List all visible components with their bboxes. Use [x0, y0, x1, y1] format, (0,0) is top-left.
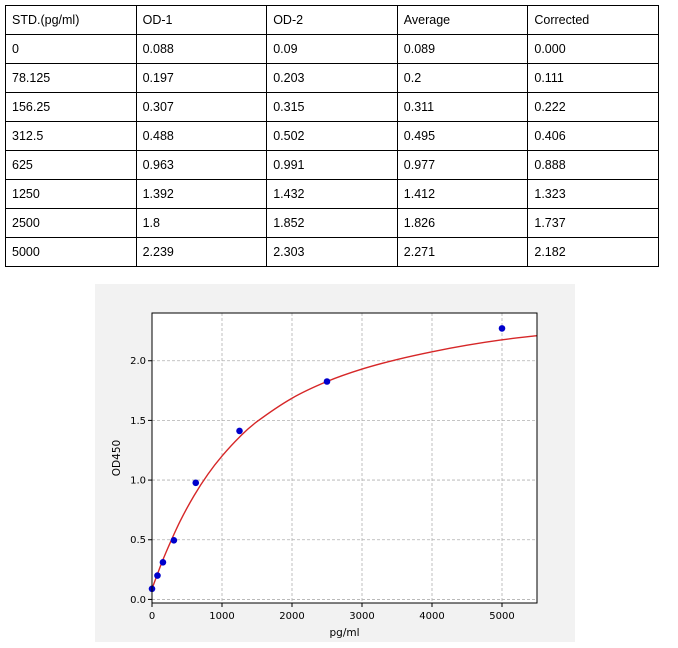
table-header-row: STD.(pg/ml) OD-1 OD-2 Average Corrected: [5, 5, 659, 35]
data-point: [498, 325, 506, 332]
data-point: [192, 479, 200, 487]
cell-od2: 1.852: [266, 208, 398, 238]
table-body: 0 0.088 0.09 0.089 0.000 78.125 0.197 0.203 0.2 0…: [5, 34, 659, 267]
y-tick-label: 2.0: [130, 356, 146, 367]
y-tick-label: 0.5: [130, 535, 146, 546]
table-row: 156.25 0.307 0.315 0.311 0.222: [5, 92, 659, 122]
table-row: 0 0.088 0.09 0.089 0.000: [5, 34, 659, 64]
y-tick-label: 1.0: [130, 476, 146, 487]
x-tick-label: 2000: [279, 611, 304, 622]
cell-average: 0.977: [396, 150, 529, 180]
x-tick-label: 0: [149, 611, 155, 622]
cell-std: 78.125: [5, 63, 137, 93]
cell-od2: 0.09: [266, 34, 398, 64]
cell-od2: 2.303: [266, 237, 398, 267]
cell-od2: 0.315: [266, 92, 398, 122]
plot-area: [152, 313, 537, 603]
cell-corrected: 1.323: [527, 179, 659, 209]
axis-ticks: 0 1000 2000 3000 4000 5000 0.0 0.5 1.0 1.5 2.0: [130, 356, 515, 622]
data-point: [159, 559, 167, 566]
header-od1: OD-1: [135, 5, 268, 35]
table-row: 5000 2.239 2.303 2.271 2.182: [5, 237, 659, 267]
cell-od2: 0.203: [266, 63, 398, 93]
cell-od2: 1.432: [266, 179, 398, 209]
x-tick-label: 4000: [419, 611, 444, 622]
cell-std: 5000: [5, 237, 137, 267]
x-tick-label: 1000: [209, 611, 234, 622]
cell-od1: 0.307: [135, 92, 268, 122]
y-tick-label: 1.5: [130, 416, 146, 427]
cell-od2: 0.502: [266, 121, 398, 151]
cell-od1: 0.963: [135, 150, 268, 180]
header-std: STD.(pg/ml): [5, 5, 137, 35]
y-tick-label: 0.0: [130, 595, 146, 606]
data-point: [170, 537, 178, 544]
cell-corrected: 2.182: [527, 237, 659, 267]
cell-corrected: 0.222: [527, 92, 659, 122]
cell-od1: 0.488: [135, 121, 268, 151]
x-tick-label: 5000: [489, 611, 514, 622]
standard-curve-panel: 0 1000 2000 3000 4000 5000 0.0 0.5 1.0 1.5 2.0 pg/…: [95, 284, 575, 642]
standard-curve-chart: 0 1000 2000 3000 4000 5000 0.0 0.5 1.0 1.5 2.0 pg/…: [111, 312, 538, 639]
cell-average: 0.2: [396, 63, 529, 93]
cell-std: 0: [5, 34, 137, 64]
cell-std: 312.5: [5, 121, 137, 151]
cell-average: 2.271: [396, 237, 529, 267]
cell-od1: 1.392: [135, 179, 268, 209]
cell-corrected: 0.406: [527, 121, 659, 151]
table-row: 625 0.963 0.991 0.977 0.888: [5, 150, 659, 180]
cell-std: 1250: [5, 179, 137, 209]
cell-od2: 0.991: [266, 150, 398, 180]
cell-od1: 1.8: [135, 208, 268, 238]
table-row: 312.5 0.488 0.502 0.495 0.406: [5, 121, 659, 151]
cell-average: 0.089: [396, 34, 529, 64]
fit-curve-layer: [151, 334, 538, 590]
cell-std: 2500: [5, 208, 137, 238]
x-axis-label: pg/ml: [329, 627, 359, 639]
cell-od1: 0.197: [135, 63, 268, 93]
data-point: [154, 572, 161, 579]
cell-corrected: 1.737: [527, 208, 659, 238]
header-corrected: Corrected: [527, 5, 659, 35]
cell-od1: 0.088: [135, 34, 268, 64]
grid-lines: [151, 313, 537, 603]
data-points-layer: [148, 325, 506, 593]
cell-average: 0.495: [396, 121, 529, 151]
cell-average: 0.311: [396, 92, 529, 122]
cell-corrected: 0.000: [527, 34, 659, 64]
fit-curve-line: [151, 334, 538, 590]
table-row: 2500 1.8 1.852 1.826 1.737: [5, 208, 659, 238]
y-axis-label: OD450: [111, 440, 123, 476]
table-row: 78.125 0.197 0.203 0.2 0.111: [5, 63, 659, 93]
cell-corrected: 0.111: [527, 63, 659, 93]
cell-od1: 2.239: [135, 237, 268, 267]
cell-std: 156.25: [5, 92, 137, 122]
cell-average: 1.412: [396, 179, 529, 209]
standards-table: STD.(pg/ml) OD-1 OD-2 Average Corrected …: [5, 5, 659, 267]
header-od2: OD-2: [266, 5, 398, 35]
cell-corrected: 0.888: [527, 150, 659, 180]
cell-std: 625: [5, 150, 137, 180]
table-row: 1250 1.392 1.432 1.412 1.323: [5, 179, 659, 209]
cell-average: 1.826: [396, 208, 529, 238]
x-tick-label: 3000: [349, 611, 374, 622]
data-point: [236, 427, 243, 435]
plot-frame: [151, 312, 538, 604]
data-point: [323, 378, 331, 385]
header-average: Average: [396, 5, 529, 35]
